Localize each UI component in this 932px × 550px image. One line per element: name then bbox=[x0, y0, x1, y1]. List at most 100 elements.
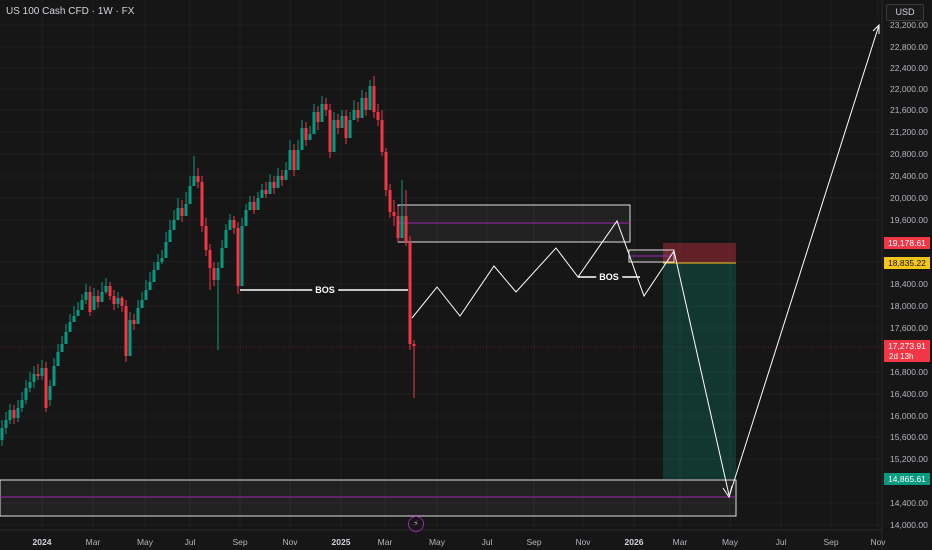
candle-body bbox=[200, 182, 204, 226]
take-profit-zone bbox=[663, 263, 736, 479]
candle-body bbox=[304, 128, 308, 140]
currency-button[interactable]: USD bbox=[886, 4, 924, 21]
candle-body bbox=[364, 98, 368, 110]
candle-body bbox=[60, 344, 64, 352]
time-axis-label: 2025 bbox=[331, 537, 351, 547]
candle-body bbox=[344, 116, 348, 138]
demand-zone bbox=[0, 479, 737, 517]
candle-body bbox=[36, 374, 40, 376]
candle-body bbox=[28, 382, 32, 388]
candle-body bbox=[4, 420, 8, 428]
candle-body bbox=[240, 226, 244, 286]
candle-body bbox=[120, 298, 124, 306]
candle-body bbox=[96, 296, 100, 302]
candle-body bbox=[248, 202, 252, 210]
candle-body bbox=[40, 368, 44, 376]
candle-body bbox=[180, 208, 184, 216]
stop-loss-zone bbox=[663, 243, 736, 263]
time-axis-label: May bbox=[721, 537, 739, 547]
price-axis-label: 20,800.00 bbox=[890, 149, 928, 159]
candle-body bbox=[100, 292, 104, 302]
time-axis-label: Jul bbox=[481, 537, 493, 547]
time-axis-label: 2024 bbox=[32, 537, 52, 547]
candle-body bbox=[396, 216, 400, 238]
entry-price-tag: 18,835.22 bbox=[884, 257, 930, 269]
time-axis-label: Nov bbox=[870, 537, 886, 547]
candle-body bbox=[172, 220, 176, 230]
candle-body bbox=[244, 210, 248, 226]
symbol-title: US 100 Cash CFD · 1W · FX bbox=[6, 6, 135, 17]
price-axis-label: 19,600.00 bbox=[890, 215, 928, 225]
candle-body bbox=[280, 176, 284, 180]
candle-body bbox=[268, 182, 272, 194]
candle-body bbox=[56, 352, 60, 366]
candle-body bbox=[88, 292, 92, 312]
candle-body bbox=[108, 286, 112, 296]
candle-body bbox=[232, 220, 236, 228]
time-axis-label: Mar bbox=[85, 537, 101, 547]
price-axis-label: 21,200.00 bbox=[890, 127, 928, 137]
candle-body bbox=[312, 112, 316, 134]
candle-body bbox=[260, 190, 264, 198]
candle-body bbox=[208, 250, 212, 268]
candle-body bbox=[388, 190, 392, 212]
candle-body bbox=[356, 110, 360, 118]
price-axis-label: 16,400.00 bbox=[890, 389, 928, 399]
candle-body bbox=[0, 428, 4, 440]
price-axis-label: 18,400.00 bbox=[890, 279, 928, 289]
candle-body bbox=[148, 282, 152, 290]
candle-body bbox=[136, 308, 140, 324]
candle-body bbox=[372, 86, 376, 112]
candle-body bbox=[324, 104, 328, 110]
candle-body bbox=[160, 258, 164, 262]
candle-body bbox=[144, 290, 148, 300]
price-axis-label: 20,000.00 bbox=[890, 193, 928, 203]
candle-body bbox=[44, 368, 48, 408]
candle-body bbox=[272, 182, 276, 188]
candle-body bbox=[320, 104, 324, 122]
candle-body bbox=[404, 216, 408, 242]
bos-label-right: BOS bbox=[596, 272, 622, 282]
candle-body bbox=[176, 208, 180, 220]
time-axis-label: Sep bbox=[823, 537, 839, 547]
time-axis-label: Nov bbox=[575, 537, 591, 547]
candle-body bbox=[336, 120, 340, 128]
candle-body bbox=[72, 316, 76, 322]
target-price-tag: 14,865.61 bbox=[884, 473, 930, 485]
candle-body bbox=[264, 190, 268, 194]
price-axis-label: 14,400.00 bbox=[890, 498, 928, 508]
price-axis-label: 20,400.00 bbox=[890, 171, 928, 181]
time-axis-label: 2026 bbox=[624, 537, 644, 547]
projection-line-up bbox=[728, 24, 880, 498]
time-axis-label: Nov bbox=[282, 537, 298, 547]
candle-body bbox=[16, 408, 20, 418]
candle-body bbox=[384, 152, 388, 190]
candle-body bbox=[152, 270, 156, 282]
projection-arrowhead-up bbox=[872, 23, 880, 34]
candle-body bbox=[104, 286, 108, 292]
candle-body bbox=[92, 296, 96, 310]
time-axis-label: Sep bbox=[232, 537, 248, 547]
candle-body bbox=[288, 150, 292, 170]
candle-body bbox=[80, 300, 84, 310]
candle-body bbox=[292, 150, 296, 170]
candle-body bbox=[224, 230, 228, 248]
candle-body bbox=[76, 310, 80, 316]
time-axis-label: May bbox=[428, 537, 446, 547]
price-axis-label: 15,600.00 bbox=[890, 432, 928, 442]
candle-body bbox=[284, 170, 288, 180]
candle-body bbox=[64, 332, 68, 344]
candle-body bbox=[48, 386, 52, 400]
candle-body bbox=[380, 120, 384, 152]
bolt-icon[interactable]: ⚡ bbox=[408, 516, 424, 532]
price-axis-label: 15,200.00 bbox=[890, 454, 928, 464]
candle-body bbox=[52, 366, 56, 386]
candle-body bbox=[116, 298, 120, 304]
price-axis-label: 17,600.00 bbox=[890, 323, 928, 333]
candle-body bbox=[220, 248, 224, 268]
candle-body bbox=[300, 128, 304, 150]
candle-body bbox=[156, 262, 160, 270]
candle-body bbox=[252, 202, 256, 210]
